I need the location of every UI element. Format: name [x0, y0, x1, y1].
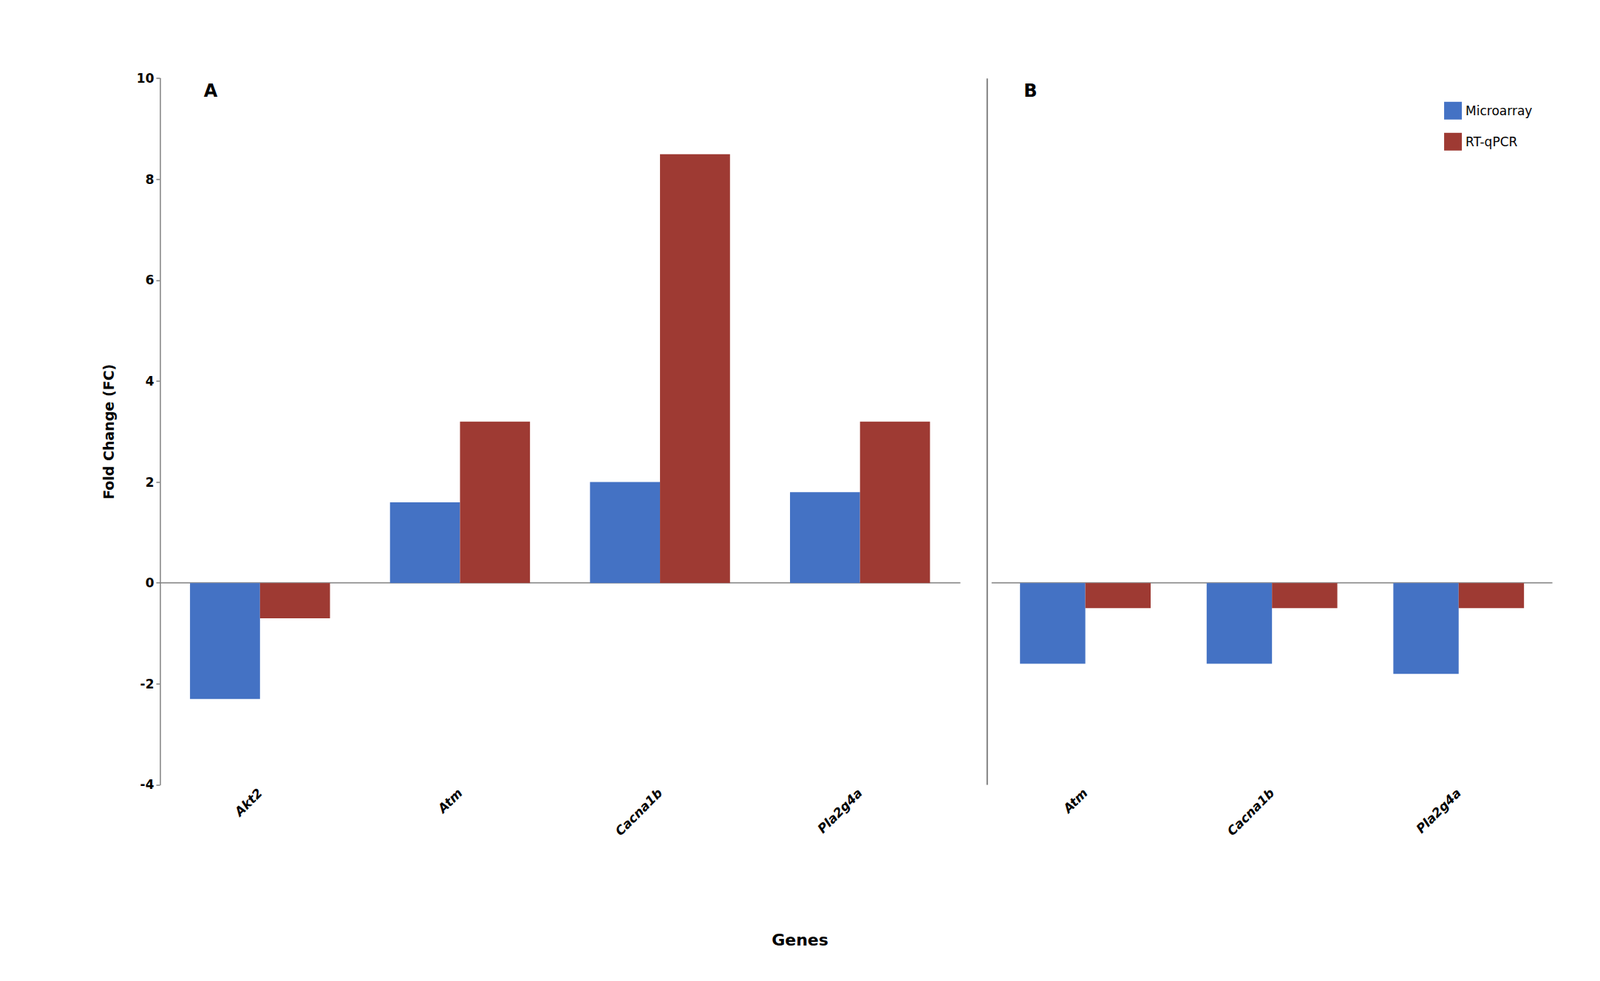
svg-text:Genes: Genes — [771, 931, 829, 950]
svg-text:Pla2g4a: Pla2g4a — [1413, 785, 1465, 837]
svg-text:10: 10 — [136, 70, 155, 86]
svg-text:B: B — [1023, 80, 1037, 102]
svg-text:8: 8 — [145, 172, 155, 187]
svg-text:Fold Change (FC): Fold Change (FC) — [100, 364, 117, 500]
svg-text:0: 0 — [145, 575, 155, 591]
svg-text:Microarray: Microarray — [1465, 103, 1533, 119]
svg-text:6: 6 — [145, 272, 155, 288]
svg-text:A: A — [203, 80, 219, 102]
svg-text:Akt2: Akt2 — [230, 785, 266, 821]
svg-text:4: 4 — [145, 373, 155, 389]
svg-text:-4: -4 — [140, 777, 155, 793]
svg-text:RT-qPCR: RT-qPCR — [1465, 134, 1518, 150]
svg-text:Pla2g4a: Pla2g4a — [814, 785, 866, 837]
svg-text:-2: -2 — [140, 676, 155, 692]
svg-text:Atm: Atm — [1059, 785, 1091, 817]
svg-text:Cacna1b: Cacna1b — [611, 785, 666, 839]
svg-text:Atm: Atm — [433, 785, 465, 817]
svg-text:2: 2 — [145, 475, 155, 490]
svg-text:Cacna1b: Cacna1b — [1223, 785, 1278, 839]
